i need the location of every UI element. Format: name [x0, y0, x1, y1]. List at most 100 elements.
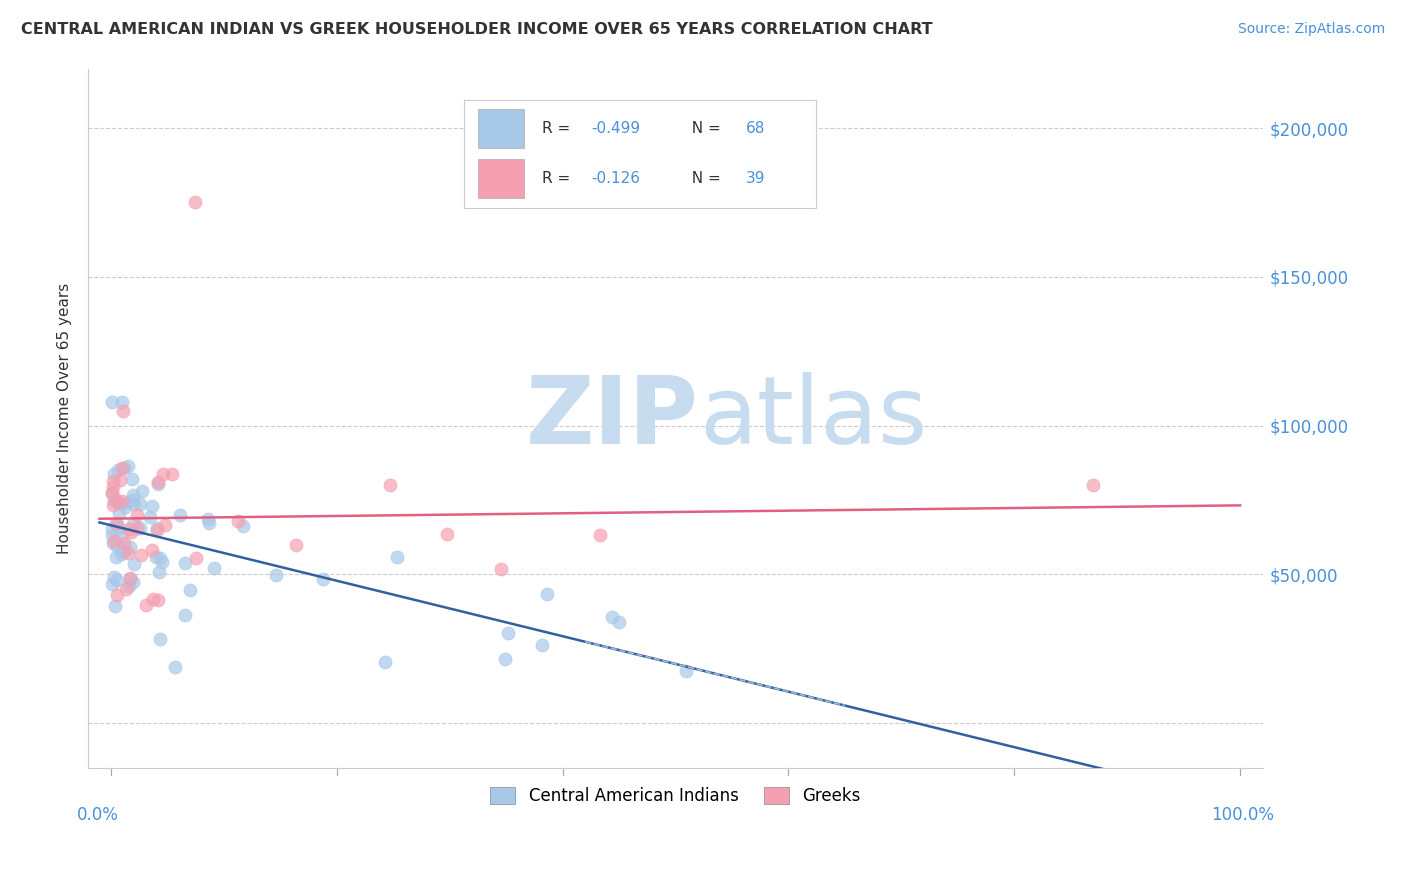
Point	[174, 557, 197, 571]
Text: 0.0%: 0.0%	[76, 806, 118, 824]
Point	[146, 593, 169, 607]
Point	[138, 510, 160, 524]
Point	[107, 516, 129, 531]
Point	[150, 555, 173, 569]
Point	[153, 518, 176, 533]
Point	[226, 514, 249, 528]
Point	[101, 485, 124, 500]
Point	[122, 574, 145, 589]
Point	[105, 588, 128, 602]
Point	[103, 494, 125, 508]
Point	[149, 550, 172, 565]
Point	[374, 655, 396, 669]
Point	[103, 570, 125, 584]
Point	[530, 638, 553, 652]
Point	[101, 536, 124, 550]
Point	[135, 598, 157, 612]
Point	[118, 572, 141, 586]
Point	[142, 592, 165, 607]
Point	[494, 652, 516, 666]
Point	[121, 472, 143, 486]
Point	[104, 549, 127, 564]
Point	[107, 496, 129, 510]
Point	[107, 539, 129, 553]
Point	[145, 550, 167, 565]
Point	[232, 519, 254, 533]
Point	[197, 512, 219, 526]
Point	[101, 528, 124, 542]
Point	[103, 467, 125, 481]
Point	[264, 568, 287, 582]
Point	[284, 538, 307, 552]
Point	[128, 521, 150, 535]
Point	[112, 543, 135, 558]
Point	[146, 476, 169, 491]
Point	[152, 467, 174, 482]
Point	[184, 551, 207, 566]
Text: CENTRAL AMERICAN INDIAN VS GREEK HOUSEHOLDER INCOME OVER 65 YEARS CORRELATION CH: CENTRAL AMERICAN INDIAN VS GREEK HOUSEHO…	[21, 22, 932, 37]
Point	[111, 394, 134, 409]
Point	[129, 497, 152, 511]
Text: Source: ZipAtlas.com: Source: ZipAtlas.com	[1237, 22, 1385, 37]
Point	[146, 520, 169, 534]
Point	[120, 525, 142, 540]
Point	[121, 488, 143, 502]
Point	[105, 573, 128, 587]
Point	[111, 403, 134, 417]
Legend: Central American Indians, Greeks: Central American Indians, Greeks	[484, 780, 868, 812]
Point	[115, 582, 138, 596]
Point	[202, 561, 225, 575]
Point	[105, 492, 128, 507]
Point	[148, 475, 170, 489]
Point	[141, 499, 163, 513]
Point	[675, 665, 697, 679]
Point	[104, 516, 127, 531]
Point	[110, 531, 132, 545]
Point	[536, 587, 558, 601]
Point	[101, 480, 124, 494]
Point	[108, 506, 131, 520]
Text: atlas: atlas	[699, 372, 927, 464]
Point	[141, 543, 163, 558]
Point	[1083, 478, 1105, 492]
Point	[108, 473, 131, 487]
Point	[127, 521, 149, 535]
Point	[110, 547, 132, 561]
Point	[101, 486, 124, 500]
Point	[174, 608, 197, 623]
Text: 100.0%: 100.0%	[1212, 806, 1274, 824]
Point	[165, 659, 187, 673]
Point	[436, 527, 458, 541]
Point	[124, 498, 146, 512]
Y-axis label: Householder Income Over 65 years: Householder Income Over 65 years	[58, 283, 72, 554]
Point	[169, 508, 191, 522]
Point	[111, 494, 134, 508]
Point	[111, 461, 134, 475]
Point	[118, 540, 141, 554]
Point	[108, 521, 131, 535]
Point	[101, 474, 124, 488]
Point	[127, 508, 149, 523]
Point	[589, 528, 612, 542]
Point	[114, 496, 136, 510]
Point	[122, 516, 145, 531]
Point	[496, 626, 519, 640]
Point	[129, 549, 152, 563]
Point	[118, 571, 141, 585]
Point	[121, 493, 143, 508]
Point	[607, 615, 630, 629]
Point	[160, 467, 183, 481]
Point	[149, 632, 172, 646]
Point	[600, 610, 623, 624]
Point	[112, 536, 135, 550]
Point	[103, 533, 125, 548]
Point	[117, 458, 139, 473]
Point	[148, 565, 170, 579]
Point	[378, 478, 401, 492]
Point	[122, 557, 145, 571]
Point	[104, 599, 127, 613]
Point	[101, 499, 124, 513]
Point	[184, 195, 207, 210]
Point	[114, 500, 136, 514]
Point	[118, 579, 141, 593]
